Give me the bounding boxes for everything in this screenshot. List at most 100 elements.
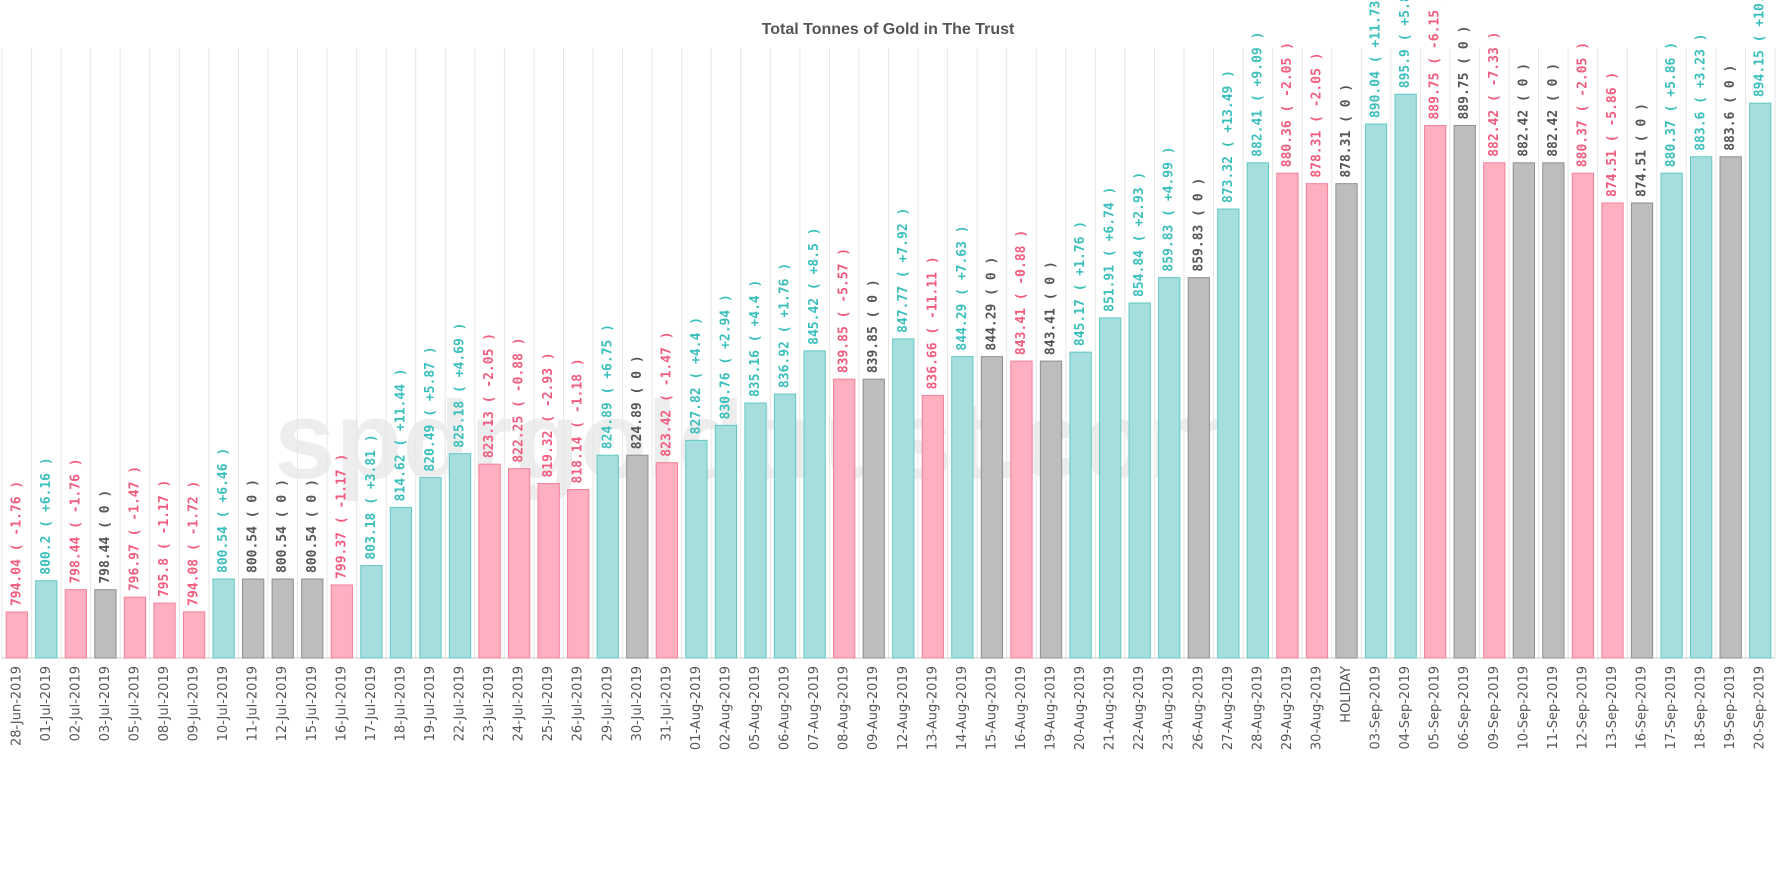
category-label: 09-Sep-2019: [1487, 666, 1502, 750]
bar-up: [212, 578, 235, 659]
value-label: 890.04 ( +11.73 ): [1369, 0, 1384, 118]
value-label: 882.42 ( -7.33 ): [1487, 32, 1502, 157]
bar-up: [596, 454, 619, 659]
category-label: 30-Aug-2019: [1309, 666, 1324, 750]
value-label: 835.16 ( +4.4 ): [748, 280, 763, 397]
bar-down: [182, 611, 206, 659]
value-label: 839.85 ( 0 ): [866, 279, 881, 373]
category-label: 08-Aug-2019: [837, 666, 852, 750]
bar-down: [123, 596, 147, 659]
category-label: 11-Jul-2019: [246, 666, 261, 741]
value-label: 800.2 ( +6.16 ): [39, 457, 54, 574]
value-label: 798.44 ( -1.76 ): [68, 458, 83, 583]
value-label: 814.62 ( +11.44 ): [393, 368, 408, 501]
value-label: 800.54 ( 0 ): [275, 479, 290, 573]
value-label: 873.32 ( +13.49 ): [1221, 70, 1236, 203]
category-label: 12-Aug-2019: [896, 666, 911, 750]
category-label: 01-Jul-2019: [39, 666, 54, 741]
category-label: 10-Sep-2019: [1516, 666, 1531, 750]
bar-up: [389, 506, 413, 659]
bar-flat: [242, 578, 265, 659]
category-label: 15-Jul-2019: [305, 666, 320, 741]
category-label: 18-Jul-2019: [393, 666, 408, 741]
bar-down: [1483, 162, 1506, 659]
category-label: 12-Jul-2019: [275, 666, 290, 741]
category-label: 11-Sep-2019: [1546, 666, 1561, 750]
category-label: 15-Aug-2019: [984, 666, 999, 750]
category-label: 13-Aug-2019: [925, 666, 940, 750]
value-label: 830.76 ( +2.94 ): [718, 294, 733, 419]
bar-down: [5, 611, 28, 659]
value-label: 854.84 ( +2.93 ): [1132, 172, 1147, 297]
value-label: 878.31 ( 0 ): [1339, 84, 1354, 178]
category-label: 03-Sep-2019: [1369, 666, 1384, 750]
bar-up: [1689, 156, 1713, 659]
value-label: 880.37 ( -2.05 ): [1575, 42, 1590, 167]
value-label: 796.97 ( -1.47 ): [127, 466, 142, 591]
bar-down: [833, 378, 856, 659]
value-label: 874.51 ( 0 ): [1635, 103, 1650, 197]
value-label: 836.92 ( +1.76 ): [778, 263, 793, 388]
value-label: 880.37 ( +5.86 ): [1664, 42, 1679, 167]
value-label: 859.83 ( +4.99 ): [1162, 146, 1177, 271]
bar-flat: [626, 454, 649, 659]
bar-flat: [1630, 202, 1654, 659]
bar-flat: [1542, 162, 1565, 659]
category-label: 25-Jul-2019: [541, 666, 556, 741]
bar-up: [803, 350, 826, 659]
value-label: 794.04 ( -1.76 ): [9, 481, 24, 606]
category-label: 23-Jul-2019: [482, 666, 497, 741]
bar-down: [1305, 183, 1329, 659]
value-label: 800.54 ( +6.46 ): [216, 448, 231, 573]
value-label: 819.32 ( -2.93 ): [541, 352, 556, 477]
value-label: 836.66 ( -11.11 ): [925, 256, 940, 389]
value-label: 883.6 ( +3.23 ): [1694, 33, 1709, 150]
category-label: 29-Aug-2019: [1280, 666, 1295, 750]
bar-flat: [1187, 277, 1210, 659]
bar-down: [153, 602, 176, 659]
bar-flat: [301, 578, 324, 659]
bar-down: [330, 584, 353, 659]
value-label: 883.6 ( 0 ): [1723, 65, 1738, 151]
bar-down: [567, 489, 590, 659]
bar-up: [419, 477, 442, 659]
category-label: 19-Aug-2019: [1044, 666, 1059, 750]
value-label: 895.9 ( +5.86 ): [1398, 0, 1413, 88]
bar-up: [1158, 277, 1181, 659]
category-label: 04-Sep-2019: [1398, 666, 1413, 750]
value-label: 795.8 ( -1.17 ): [157, 480, 172, 597]
bar-down: [1424, 125, 1447, 659]
category-label: 17-Jul-2019: [364, 666, 379, 741]
category-label: 28-Jun-2019: [9, 666, 24, 746]
value-label: 798.44 ( 0 ): [98, 490, 113, 584]
category-label: 01-Aug-2019: [689, 666, 704, 750]
category-label: 19-Sep-2019: [1723, 666, 1738, 750]
bar-up: [1069, 351, 1092, 659]
category-label: 26-Jul-2019: [571, 666, 586, 741]
category-label: 27-Aug-2019: [1221, 666, 1236, 750]
bar-up: [744, 402, 767, 659]
bars: [5, 93, 1772, 659]
value-label: 794.08 ( -1.72 ): [187, 481, 202, 606]
bar-down: [655, 462, 679, 659]
bar-down: [64, 589, 88, 659]
category-label: 23-Aug-2019: [1162, 666, 1177, 750]
value-label: 800.54 ( 0 ): [305, 479, 320, 573]
bar-up: [1128, 302, 1151, 659]
value-label: 824.89 ( 0 ): [630, 355, 645, 449]
category-label: HOLIDAY: [1339, 666, 1354, 723]
category-label: 28-Aug-2019: [1250, 666, 1265, 750]
category-label: 02-Aug-2019: [718, 666, 733, 750]
bar-up: [951, 356, 974, 659]
value-label: 851.91 ( +6.74 ): [1103, 187, 1118, 312]
bar-down: [1571, 172, 1595, 659]
category-label: 12-Sep-2019: [1575, 666, 1590, 750]
bar-up: [35, 580, 58, 659]
value-label: 859.83 ( 0 ): [1191, 178, 1206, 272]
value-label: 823.42 ( -1.47 ): [659, 331, 674, 456]
bar-up: [1749, 102, 1772, 659]
value-label: 878.31 ( -2.05 ): [1309, 52, 1324, 177]
category-labels: 28-Jun-2019 01-Jul-2019 02-Jul-2019 03-Jul-…: [9, 666, 1767, 750]
bar-up: [1364, 123, 1388, 659]
value-label: 800.54 ( 0 ): [246, 479, 261, 573]
